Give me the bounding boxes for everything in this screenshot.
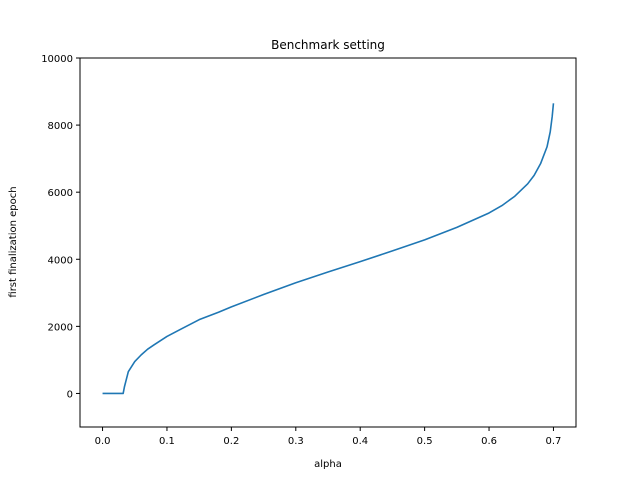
y-tick-label: 2000 [48,322,73,333]
y-axis-label: first finalization epoch [8,186,19,297]
x-axis: 0.0 0.1 0.2 0.3 0.4 0.5 0.6 0.7 [95,427,562,447]
x-tick-label: 0.7 [546,436,562,447]
x-tick-label: 0.2 [223,436,239,447]
plot-area [102,103,555,395]
x-tick-label: 0.5 [417,436,433,447]
chart-title: Benchmark setting [271,38,385,52]
x-tick-label: 0.6 [481,436,497,447]
y-axis: 0 2000 4000 6000 8000 10000 [41,54,80,400]
y-tick-label: 4000 [48,255,73,266]
x-tick-label: 0.4 [352,436,368,447]
y-tick-label: 0 [67,389,73,400]
y-tick-label: 6000 [48,188,73,199]
x-tick-label: 0.0 [95,436,111,447]
y-tick-label: 8000 [48,121,73,132]
x-tick-label: 0.1 [159,436,175,447]
series-line [102,103,555,395]
x-axis-label: alpha [314,459,342,470]
axes-frame [79,57,577,428]
y-tick-label: 10000 [41,54,73,65]
x-tick-label: 0.3 [288,436,304,447]
